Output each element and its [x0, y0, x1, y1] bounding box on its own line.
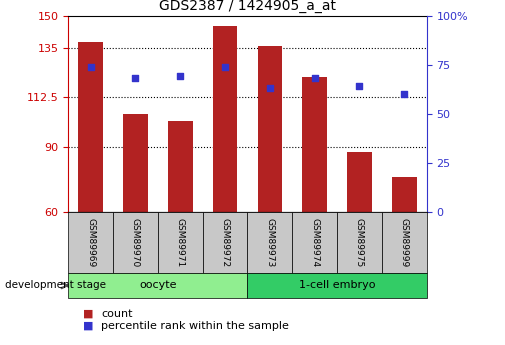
Text: GSM89970: GSM89970	[131, 218, 140, 267]
Bar	[123, 114, 148, 212]
Text: GSM89969: GSM89969	[86, 218, 95, 267]
Text: ■: ■	[83, 309, 94, 319]
Text: GSM89999: GSM89999	[400, 218, 409, 267]
Bar	[247, 273, 427, 298]
Point	[266, 86, 274, 91]
Text: development stage: development stage	[5, 280, 106, 290]
Point	[86, 64, 94, 69]
Text: GSM89973: GSM89973	[265, 218, 274, 267]
Point	[221, 64, 229, 69]
Text: ■: ■	[83, 321, 94, 331]
Text: percentile rank within the sample: percentile rank within the sample	[101, 321, 289, 331]
Bar	[68, 273, 247, 298]
Text: oocyte: oocyte	[139, 280, 177, 290]
Bar	[203, 212, 247, 273]
Point	[131, 76, 139, 81]
Bar	[247, 212, 292, 273]
Bar	[113, 212, 158, 273]
Bar	[302, 77, 327, 212]
Point	[311, 76, 319, 81]
Text: GSM89974: GSM89974	[310, 218, 319, 267]
Bar	[68, 212, 113, 273]
Point	[400, 91, 409, 97]
Text: GSM89971: GSM89971	[176, 218, 185, 267]
Text: count: count	[101, 309, 132, 319]
Bar	[382, 212, 427, 273]
Bar	[213, 27, 237, 212]
Title: GDS2387 / 1424905_a_at: GDS2387 / 1424905_a_at	[159, 0, 336, 13]
Text: GSM89975: GSM89975	[355, 218, 364, 267]
Text: GSM89972: GSM89972	[221, 218, 230, 267]
Bar	[78, 42, 103, 212]
Bar	[258, 46, 282, 212]
Bar	[158, 212, 203, 273]
Bar	[292, 212, 337, 273]
Bar	[392, 177, 417, 212]
Bar	[347, 152, 372, 212]
Bar	[337, 212, 382, 273]
Bar	[168, 121, 192, 212]
Text: 1-cell embryo: 1-cell embryo	[299, 280, 375, 290]
Point	[176, 74, 184, 79]
Point	[356, 83, 364, 89]
